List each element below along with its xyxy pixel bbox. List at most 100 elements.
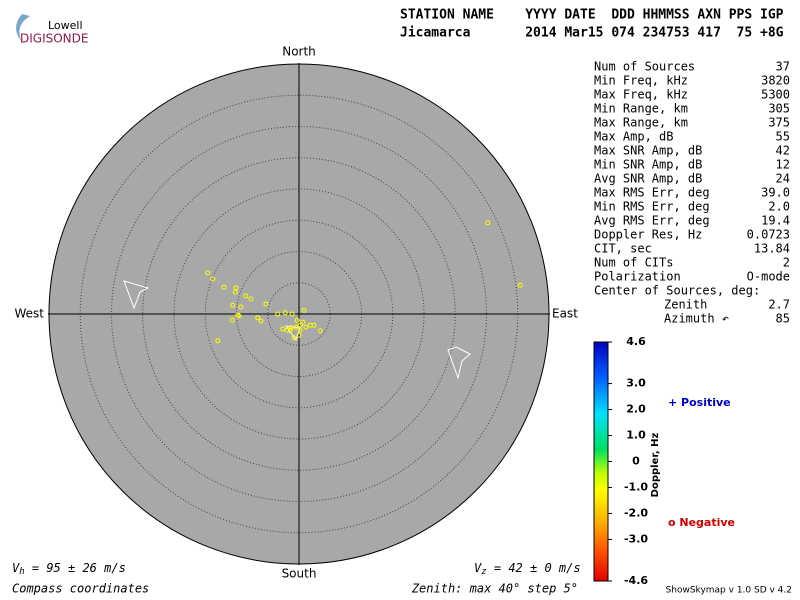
source-point [284, 327, 290, 333]
header-line: Jicamarca 2014 Mar15 074 234753 417 75 +… [400, 26, 784, 41]
stat-label: Min Range, km [594, 102, 688, 116]
stat-label: CIT, sec [594, 242, 652, 256]
stat-label: Avg SNR Amp, dB [594, 172, 702, 186]
compass-east: East [552, 307, 578, 321]
source-point [238, 304, 244, 310]
stat-value: 85 [776, 312, 790, 326]
coords-note: Compass coordinates [12, 582, 149, 596]
source-point [232, 289, 238, 295]
stat-label: Min Freq, kHz [594, 74, 688, 88]
source-point [291, 335, 297, 341]
velocity-arrow [123, 280, 150, 310]
colorbar-tick-label: 0 [632, 455, 640, 468]
legend-negative: o Negative [668, 516, 735, 529]
source-point [300, 319, 306, 325]
stat-value: 5300 [761, 88, 790, 102]
header-line: STATION NAME YYYY DATE DDD HHMMSS AXN PP… [400, 8, 784, 23]
stat-value: 12 [776, 158, 790, 172]
logo-top: Lowell [48, 19, 83, 32]
source-point [289, 311, 295, 317]
source-point [517, 282, 523, 288]
colorbar-tick-label: 1.0 [626, 429, 646, 442]
stat-label: Avg RMS Err, deg [594, 214, 710, 228]
logo-swoosh [16, 14, 30, 42]
stat-label: Min SNR Amp, dB [594, 158, 702, 172]
stat-label: Doppler Res, Hz [594, 228, 702, 242]
vh-text: Vh = 95 ± 26 m/s [12, 561, 126, 577]
source-point [255, 315, 261, 321]
stat-value: 2 [783, 256, 790, 270]
stat-label: Max SNR Amp, dB [594, 144, 702, 158]
stat-label: Polarization [594, 270, 681, 284]
source-point [215, 338, 221, 344]
legend-positive: + Positive [668, 396, 731, 409]
source-point [210, 276, 216, 282]
source-point [311, 322, 317, 328]
vh-sub: h [19, 567, 24, 577]
stat-value: 42 [776, 144, 790, 158]
stat-value: 0.0723 [747, 228, 790, 242]
stat-value: 55 [776, 130, 790, 144]
colorbar-tick-label: -3.0 [624, 532, 648, 545]
source-point [221, 284, 227, 290]
colorbar-tick-label: -1.0 [624, 480, 648, 493]
vz-symbol: V [474, 561, 482, 575]
stat-label: Max Freq, kHz [594, 88, 688, 102]
source-point [280, 326, 286, 332]
vz-value: = 42 ± 0 m/s [487, 561, 581, 575]
version: ShowSkymap v 1.0 SD v 4.2 [666, 586, 792, 596]
stat-label: Num of CITs [594, 256, 673, 270]
source-point [282, 310, 288, 316]
stat-label: Center of Sources, deg: [594, 284, 760, 298]
source-point [301, 307, 307, 313]
stat-label: Num of Sources [594, 60, 695, 74]
stat-label: Zenith [664, 298, 707, 312]
stat-label: Max RMS Err, deg [594, 186, 710, 200]
source-point [205, 270, 211, 276]
colorbar-tick-label: 3.0 [626, 377, 646, 390]
source-point [263, 301, 269, 307]
stat-value: 39.0 [761, 186, 790, 200]
colorbar-tick-label: 4.6 [626, 335, 646, 348]
velocity-arrow [447, 346, 471, 380]
stat-value: 305 [768, 102, 790, 116]
vh-value: = 95 ± 26 m/s [25, 561, 126, 575]
stat-value: 2.7 [768, 298, 790, 312]
source-point [296, 332, 302, 338]
colorbar-label: Doppler, Hz [650, 433, 661, 498]
source-point [235, 312, 241, 318]
logo-bottom: DIGISONDE [20, 32, 88, 46]
source-point [229, 317, 235, 323]
stat-value: O-mode [747, 270, 790, 284]
source-point [297, 327, 303, 333]
source-point [294, 317, 300, 323]
compass-west: West [14, 307, 44, 321]
vh-symbol: V [12, 561, 20, 575]
compass-south: South [282, 567, 317, 581]
colorbar-tick-label: -4.6 [624, 574, 648, 587]
source-point [243, 293, 249, 299]
source-point [258, 318, 264, 324]
stat-value: 2.0 [768, 200, 790, 214]
source-point [248, 296, 254, 302]
stat-value: 13.84 [754, 242, 790, 256]
colorbar-tick-label: 2.0 [626, 403, 646, 416]
vz-text: Vz = 42 ± 0 m/s [474, 561, 581, 577]
stat-value: 3820 [761, 74, 790, 88]
zenith-note: Zenith: max 40° step 5° [411, 582, 578, 596]
stat-label: Azimuth ↶ [664, 312, 729, 326]
stat-label: Max Amp, dB [594, 130, 673, 144]
source-point [288, 325, 294, 331]
source-point [275, 311, 281, 317]
source-point [317, 328, 323, 334]
stat-value: 375 [768, 116, 790, 130]
stat-value: 24 [776, 172, 790, 186]
source-point [303, 324, 309, 330]
stat-value: 19.4 [761, 214, 790, 228]
stat-label: Min RMS Err, deg [594, 200, 710, 214]
logo: Lowell DIGISONDE [16, 14, 88, 46]
source-point [293, 324, 299, 330]
source-point [287, 327, 293, 333]
source-point [230, 302, 236, 308]
stat-value: 37 [776, 60, 790, 74]
